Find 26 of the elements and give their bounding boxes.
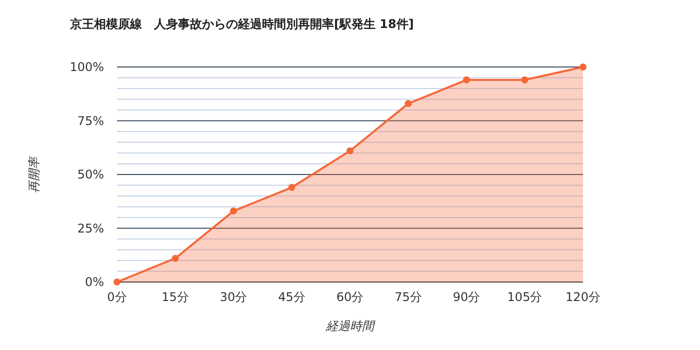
point bbox=[346, 147, 354, 154]
point bbox=[580, 64, 586, 70]
point bbox=[521, 76, 528, 84]
chart-title: 京王相模原線 人身事故からの経過時間別再開率[駅発生 18件] bbox=[69, 17, 414, 31]
x-tick-label: 75分 bbox=[394, 290, 422, 304]
x-tick-label: 0分 bbox=[107, 290, 127, 304]
y-tick-label: 50% bbox=[77, 168, 104, 182]
y-axis-title: 再開率 bbox=[27, 155, 41, 193]
point bbox=[404, 100, 412, 108]
y-tick-label: 0% bbox=[84, 275, 104, 289]
x-tick-label: 120分 bbox=[566, 290, 600, 304]
point bbox=[230, 208, 237, 215]
x-axis-title: 経過時間 bbox=[325, 319, 376, 333]
point bbox=[172, 254, 179, 262]
point bbox=[463, 76, 470, 84]
x-tick-label: 90分 bbox=[452, 290, 480, 304]
x-tick-label: 60分 bbox=[336, 290, 364, 304]
y-tick-label: 25% bbox=[77, 221, 104, 236]
point bbox=[288, 184, 296, 191]
y-tick-label: 75% bbox=[77, 114, 104, 128]
x-tick-label: 30分 bbox=[220, 290, 248, 304]
x-tick-label: 105分 bbox=[507, 290, 542, 304]
x-tick-label: 45分 bbox=[278, 290, 306, 304]
y-tick-label: 100% bbox=[70, 60, 104, 74]
x-tick-label: 15分 bbox=[162, 290, 189, 304]
point bbox=[114, 278, 120, 286]
